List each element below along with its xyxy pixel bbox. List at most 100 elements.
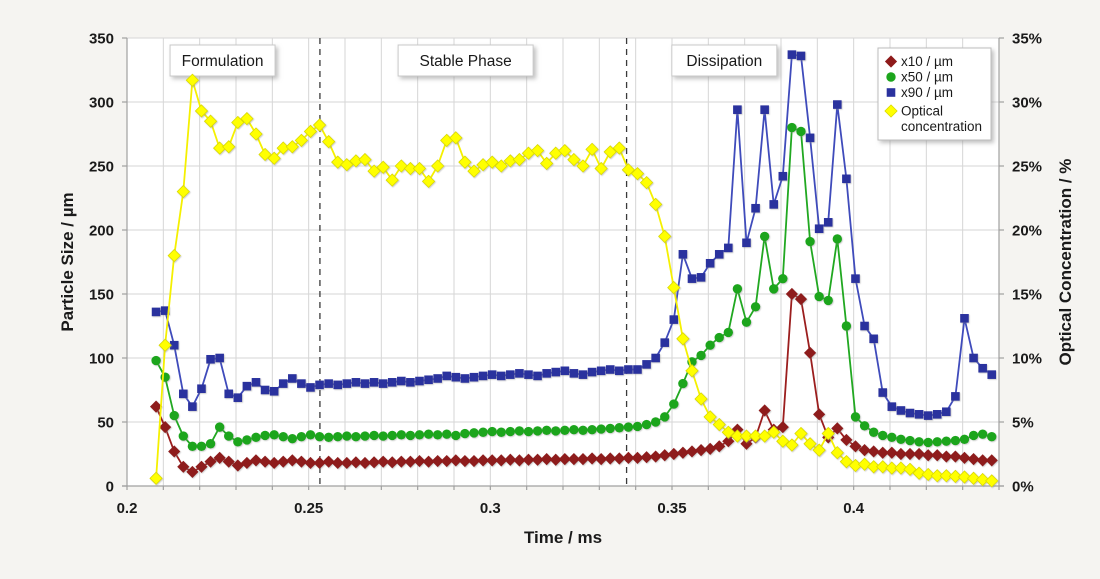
y-right-axis-title: Optical Concentration / %: [1056, 159, 1075, 366]
marker-square: [587, 367, 597, 377]
marker-diamond: [268, 456, 281, 470]
marker-diamond: [721, 425, 735, 439]
marker-diamond: [922, 449, 935, 462]
marker-diamond: [159, 421, 172, 434]
marker-square: [660, 338, 670, 347]
marker-square: [886, 88, 896, 97]
marker-square: [814, 224, 824, 234]
marker-square: [878, 388, 888, 397]
marker-circle: [369, 430, 379, 441]
marker-diamond: [830, 446, 844, 460]
y-left-tick-label: 200: [89, 223, 114, 240]
marker-diamond: [213, 451, 226, 464]
marker-square: [278, 379, 288, 388]
marker-circle: [796, 126, 806, 137]
marker-diamond: [840, 433, 853, 447]
marker-diamond: [558, 143, 572, 158]
marker-diamond: [204, 455, 217, 468]
marker-diamond: [876, 446, 889, 459]
marker-diamond: [603, 145, 617, 159]
marker-square: [424, 375, 433, 385]
marker-square: [605, 365, 615, 374]
gridlines: [127, 37, 999, 486]
marker-diamond: [685, 445, 699, 458]
marker-circle: [514, 426, 525, 436]
marker-square: [415, 376, 424, 386]
marker-circle: [878, 430, 888, 441]
marker-diamond: [785, 438, 799, 452]
marker-diamond: [530, 143, 545, 158]
marker-circle: [650, 417, 661, 427]
marker-diamond: [168, 445, 181, 458]
marker-square: [224, 389, 234, 399]
marker-square: [678, 250, 688, 259]
marker-square: [923, 411, 933, 420]
marker-circle: [442, 429, 452, 439]
marker-circle: [178, 431, 189, 441]
marker-square: [387, 378, 397, 387]
marker-square: [687, 274, 697, 283]
marker-square: [633, 365, 642, 374]
marker-diamond: [767, 425, 781, 439]
marker-square: [406, 378, 415, 387]
phase-label-box: [169, 44, 276, 77]
marker-diamond: [939, 469, 953, 483]
marker-square: [805, 133, 815, 143]
marker-diamond: [486, 454, 499, 467]
marker-square: [860, 321, 869, 331]
y-right-tick-label: 10%: [1012, 351, 1042, 368]
marker-diamond: [722, 435, 735, 448]
marker-diamond: [531, 453, 544, 466]
x-tick-label: 0.35: [657, 500, 686, 517]
marker-circle: [832, 234, 843, 244]
marker-circle: [551, 426, 561, 436]
marker-diamond: [631, 451, 644, 464]
marker-circle: [432, 430, 443, 440]
marker-circle: [987, 432, 997, 442]
marker-diamond: [367, 456, 381, 469]
marker-square: [751, 203, 760, 213]
marker-square: [297, 379, 306, 388]
marker-diamond: [957, 470, 972, 484]
marker-circle: [396, 430, 407, 440]
marker-diamond: [312, 118, 327, 132]
marker-circle: [660, 412, 670, 422]
marker-circle: [914, 437, 924, 447]
marker-diamond: [630, 167, 645, 181]
marker-circle: [532, 426, 543, 436]
marker-circle: [823, 295, 833, 306]
marker-square: [251, 378, 261, 387]
phase-label-text: Formulation: [182, 53, 264, 70]
marker-diamond: [295, 455, 308, 468]
marker-diamond: [621, 163, 636, 177]
phase-divider-lines: [319, 38, 628, 486]
marker-diamond: [367, 164, 381, 178]
series-optical-concentration: [149, 73, 999, 488]
x-tick-label: 0.25: [294, 500, 323, 517]
marker-diamond: [149, 471, 163, 485]
marker-square: [778, 171, 788, 181]
marker-circle: [705, 340, 715, 350]
marker-diamond: [277, 455, 290, 468]
legend-item-label: concentration: [901, 119, 982, 134]
marker-diamond: [639, 175, 654, 190]
data-series: [149, 50, 999, 488]
marker-diamond: [231, 459, 244, 472]
marker-diamond: [504, 453, 517, 466]
phase-label-text: Stable Phase: [420, 53, 512, 70]
marker-square: [524, 370, 533, 379]
legend-item-label: x10 / µm: [901, 54, 953, 69]
marker-square: [823, 218, 833, 227]
marker-diamond: [349, 456, 362, 469]
marker-square: [560, 366, 570, 376]
marker-diamond: [331, 456, 344, 470]
marker-diamond: [685, 364, 699, 378]
marker-square: [206, 354, 215, 364]
marker-diamond: [431, 454, 444, 468]
marker-square: [397, 376, 406, 386]
marker-diamond: [940, 450, 953, 463]
marker-circle: [578, 425, 588, 436]
marker-diamond: [303, 124, 318, 139]
marker-diamond: [604, 452, 617, 465]
